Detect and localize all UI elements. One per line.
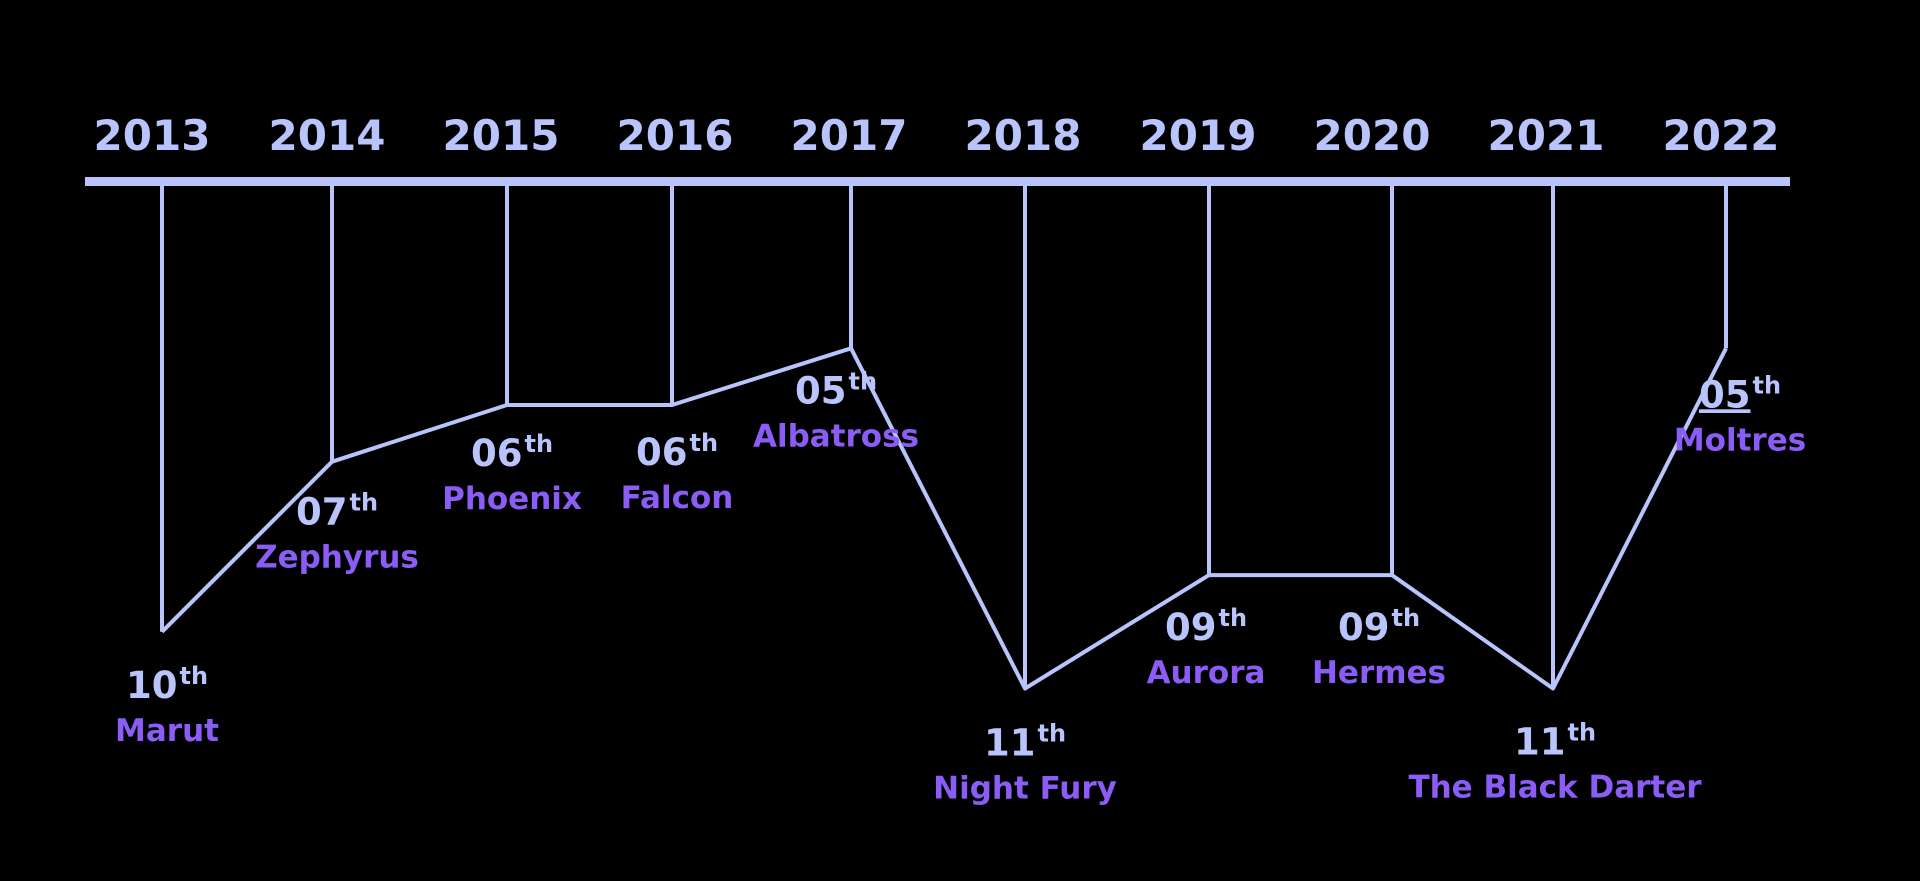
name-label-2016: Falcon — [621, 480, 734, 516]
name-label-2014: Zephyrus — [255, 540, 419, 576]
rank-label-2021: 11th — [1514, 719, 1596, 764]
name-label-2015: Phoenix — [442, 481, 582, 517]
year-labels-group: 2013 2014 2015 2016 2017 2018 2019 2020 2021 2022 — [94, 111, 1780, 160]
timeline-axis-bar — [85, 177, 1790, 186]
year-label-2022: 2022 — [1663, 111, 1780, 160]
name-label-2018: Night Fury — [933, 771, 1117, 807]
rank-label-2013: 10th — [126, 662, 208, 707]
rank-series-line — [160, 346, 1728, 691]
rank-label-2015: 06th — [471, 430, 553, 475]
rank-label-2018: 11th — [984, 720, 1066, 765]
name-label-2020: Hermes — [1312, 655, 1446, 691]
rank-label-2019: 09th — [1165, 604, 1247, 649]
year-label-2014: 2014 — [269, 111, 386, 160]
rank-label-2022: 05th — [1699, 371, 1781, 416]
name-label-2022: Moltres — [1674, 422, 1806, 458]
year-label-2013: 2013 — [94, 111, 211, 160]
year-label-2015: 2015 — [443, 111, 560, 160]
name-label-2017: Albatross — [753, 418, 919, 454]
rank-label-2014: 07th — [296, 489, 378, 534]
rank-label-2016: 06th — [636, 429, 718, 474]
stems-group — [160, 186, 1728, 689]
year-label-2021: 2021 — [1488, 111, 1605, 160]
year-label-2019: 2019 — [1140, 111, 1257, 160]
year-label-2020: 2020 — [1314, 111, 1431, 160]
year-label-2018: 2018 — [965, 111, 1082, 160]
name-label-2013: Marut — [115, 713, 219, 749]
rank-label-2020: 09th — [1338, 604, 1420, 649]
point-labels-group: 10th Marut 07th Zephyrus 06th Phoenix 06th Falc… — [115, 367, 1806, 806]
name-label-2019: Aurora — [1147, 655, 1266, 691]
year-label-2016: 2016 — [617, 111, 734, 160]
name-label-2021: The Black Darter — [1408, 770, 1702, 806]
year-label-2017: 2017 — [791, 111, 908, 160]
rank-label-2017: 05th — [795, 367, 877, 412]
